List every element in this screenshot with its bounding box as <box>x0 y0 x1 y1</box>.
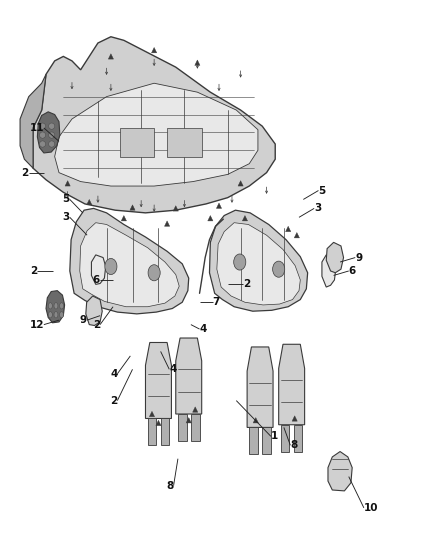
Polygon shape <box>55 83 258 186</box>
Polygon shape <box>247 347 273 427</box>
Text: 3: 3 <box>314 204 321 213</box>
Polygon shape <box>46 290 65 323</box>
Ellipse shape <box>54 312 58 318</box>
Polygon shape <box>108 54 113 59</box>
Text: 2: 2 <box>243 279 250 289</box>
Polygon shape <box>156 420 161 426</box>
Text: 6: 6 <box>93 275 100 285</box>
Polygon shape <box>294 232 300 238</box>
Text: 2: 2 <box>30 266 37 276</box>
Ellipse shape <box>49 123 55 130</box>
Polygon shape <box>65 181 70 186</box>
Polygon shape <box>80 223 179 306</box>
Ellipse shape <box>39 141 46 147</box>
Polygon shape <box>322 255 336 287</box>
Text: 7: 7 <box>212 297 220 307</box>
Polygon shape <box>178 414 187 441</box>
Polygon shape <box>165 221 170 227</box>
Polygon shape <box>149 411 155 417</box>
Ellipse shape <box>60 312 64 318</box>
Text: 5: 5 <box>318 185 326 196</box>
Polygon shape <box>217 223 300 305</box>
Ellipse shape <box>49 303 52 309</box>
Polygon shape <box>120 128 154 157</box>
Polygon shape <box>121 215 127 221</box>
Polygon shape <box>249 427 258 454</box>
Polygon shape <box>326 243 343 273</box>
Polygon shape <box>242 215 247 221</box>
Text: 4: 4 <box>169 365 177 374</box>
Polygon shape <box>253 417 258 423</box>
Polygon shape <box>262 427 271 454</box>
Polygon shape <box>20 74 46 168</box>
Polygon shape <box>37 112 60 153</box>
Polygon shape <box>70 208 189 314</box>
Ellipse shape <box>49 141 55 147</box>
Polygon shape <box>209 210 307 311</box>
Polygon shape <box>279 344 304 425</box>
Polygon shape <box>193 407 198 412</box>
Polygon shape <box>87 199 92 205</box>
Ellipse shape <box>54 303 58 309</box>
Polygon shape <box>152 47 157 53</box>
Text: 9: 9 <box>80 315 87 325</box>
Polygon shape <box>130 205 135 210</box>
Polygon shape <box>238 181 243 186</box>
Text: 3: 3 <box>63 212 70 222</box>
Text: 1: 1 <box>271 431 278 441</box>
Polygon shape <box>186 417 191 423</box>
Ellipse shape <box>39 132 46 138</box>
Polygon shape <box>195 60 200 66</box>
Polygon shape <box>33 37 275 213</box>
Text: 5: 5 <box>63 195 70 205</box>
Polygon shape <box>281 425 290 451</box>
Text: 2: 2 <box>21 168 29 177</box>
Polygon shape <box>191 414 200 441</box>
Ellipse shape <box>105 259 117 274</box>
Text: 4: 4 <box>110 369 117 379</box>
Polygon shape <box>176 338 202 414</box>
Polygon shape <box>216 203 222 208</box>
Polygon shape <box>294 425 303 451</box>
Text: 6: 6 <box>349 266 356 276</box>
Polygon shape <box>161 418 169 445</box>
Polygon shape <box>145 343 171 418</box>
Polygon shape <box>148 418 156 445</box>
Ellipse shape <box>49 132 55 138</box>
Polygon shape <box>208 215 213 221</box>
Polygon shape <box>167 128 202 157</box>
Ellipse shape <box>234 254 246 270</box>
Text: 2: 2 <box>110 395 117 406</box>
Polygon shape <box>173 206 178 211</box>
Text: 8: 8 <box>166 481 173 490</box>
Polygon shape <box>292 416 297 421</box>
Text: 8: 8 <box>290 440 297 450</box>
Ellipse shape <box>49 312 52 318</box>
Polygon shape <box>86 296 102 326</box>
Text: 4: 4 <box>200 324 207 334</box>
Text: 10: 10 <box>364 503 378 513</box>
Polygon shape <box>92 255 106 285</box>
Text: 9: 9 <box>355 253 362 263</box>
Text: 2: 2 <box>93 320 100 329</box>
Text: 12: 12 <box>29 320 44 329</box>
Ellipse shape <box>148 265 160 281</box>
Ellipse shape <box>272 261 285 277</box>
Polygon shape <box>286 227 291 232</box>
Ellipse shape <box>60 303 64 309</box>
Text: 11: 11 <box>29 123 44 133</box>
Polygon shape <box>328 451 352 491</box>
Ellipse shape <box>39 123 46 130</box>
